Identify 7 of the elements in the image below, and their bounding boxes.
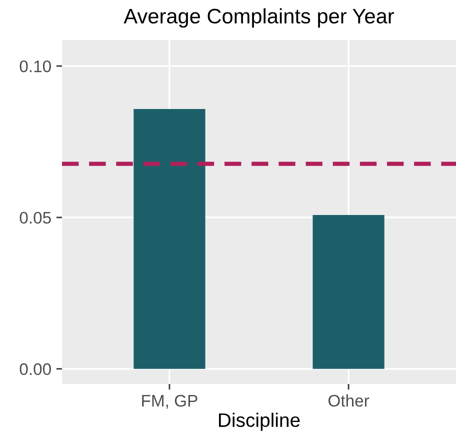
y-tick-label: 0.05: [20, 212, 51, 224]
x-axis-title: Discipline: [218, 412, 300, 431]
y-tick-label: 0.10: [20, 60, 51, 72]
y-tick-label: 0.00: [20, 363, 51, 376]
x-tick-label: Other: [328, 394, 370, 407]
x-tick-label: FM, GP: [142, 394, 198, 409]
chart-title: Average Complaints per Year: [124, 8, 394, 28]
